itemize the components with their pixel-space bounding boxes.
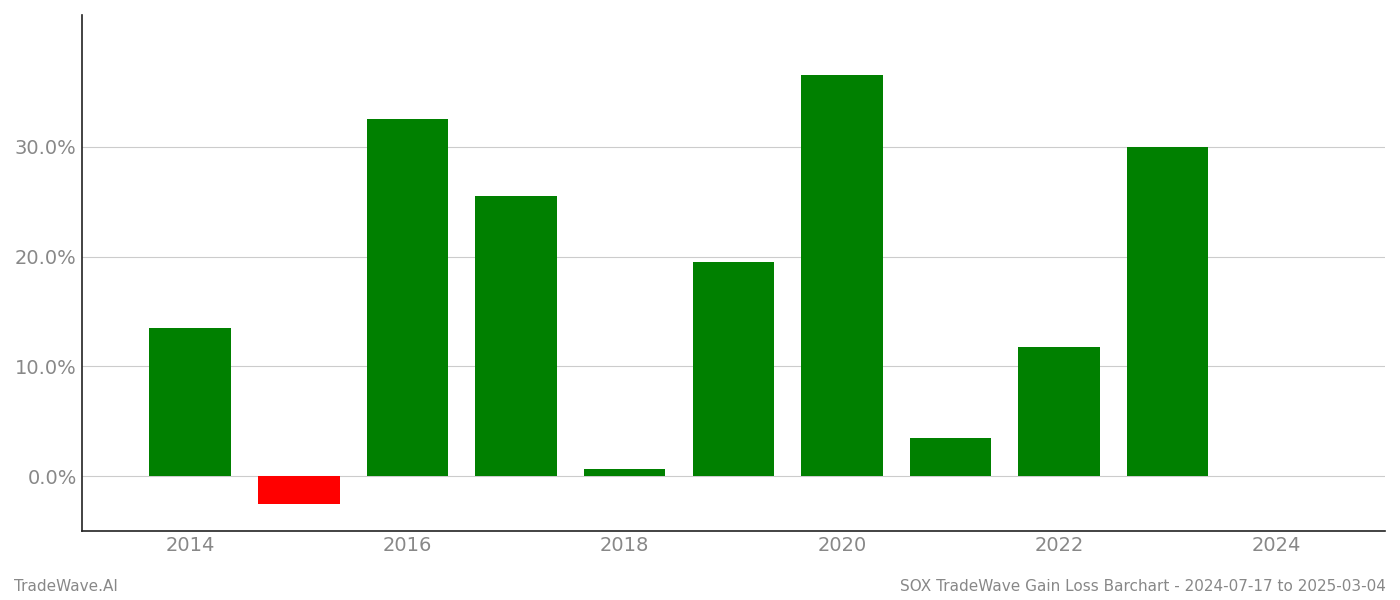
Bar bbox=[584, 469, 665, 476]
Bar bbox=[367, 119, 448, 476]
Text: SOX TradeWave Gain Loss Barchart - 2024-07-17 to 2025-03-04: SOX TradeWave Gain Loss Barchart - 2024-… bbox=[900, 579, 1386, 594]
Bar bbox=[150, 328, 231, 476]
Bar bbox=[910, 438, 991, 476]
Bar bbox=[801, 76, 882, 476]
Bar bbox=[1127, 147, 1208, 476]
Bar bbox=[693, 262, 774, 476]
Text: TradeWave.AI: TradeWave.AI bbox=[14, 579, 118, 594]
Bar bbox=[1018, 347, 1100, 476]
Bar bbox=[476, 196, 557, 476]
Bar bbox=[258, 476, 340, 503]
